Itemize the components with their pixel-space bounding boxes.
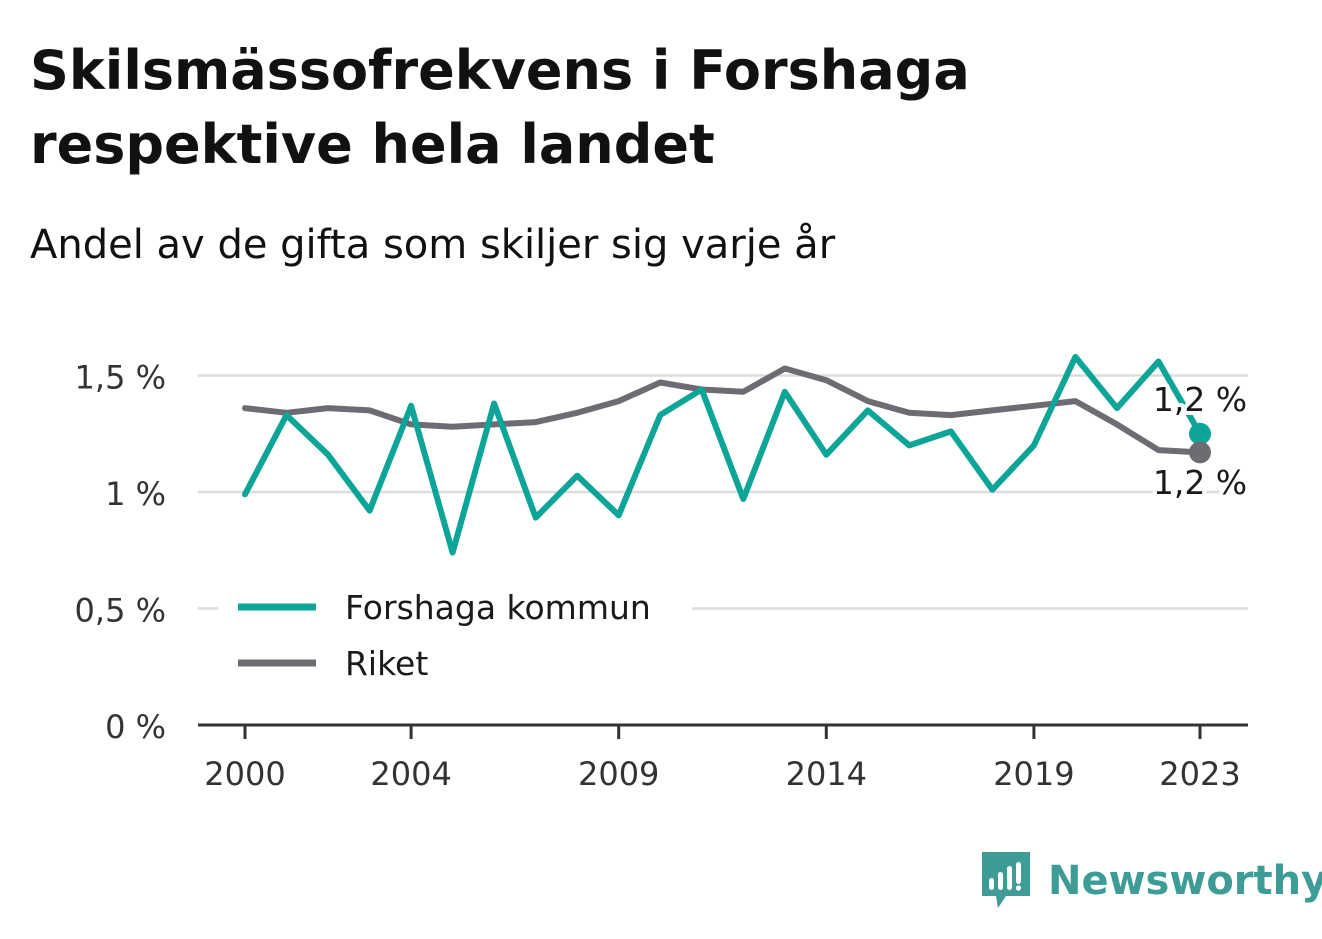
x-tick-label: 2014 [786, 755, 867, 793]
legend-background [218, 575, 692, 695]
y-tick-label: 1,5 % [75, 359, 166, 397]
legend-item-forshaga-label: Forshaga kommun [345, 588, 651, 627]
legend: Forshaga kommun Riket [218, 575, 692, 695]
series-lines [242, 353, 1211, 556]
end-label-riket: 1,2 % [1153, 463, 1247, 502]
x-axis: 2000 2004 2009 2014 2019 2023 [198, 723, 1248, 793]
end-marker-forshaga [1189, 422, 1211, 445]
gridlines: 0 % 0,5 % 1 % 1,5 % [75, 359, 1248, 746]
x-tick-label: 2019 [993, 755, 1074, 793]
series-line-forshaga [242, 353, 1203, 556]
y-tick-label: 1 % [105, 475, 166, 513]
x-tick-label: 2004 [370, 755, 451, 793]
chart-subtitle: Andel av de gifta som skiljer sig varje … [30, 222, 836, 268]
y-tick-label: 0,5 % [75, 592, 166, 630]
x-tick-label: 2000 [204, 755, 285, 793]
x-tick-label: 2009 [578, 755, 659, 793]
x-tick-label: 2023 [1159, 755, 1240, 793]
end-marker-riket [1189, 441, 1211, 464]
newsworthy-logo: Newsworthy [980, 850, 1322, 912]
end-labels: 1,2 % 1,2 % [1149, 376, 1251, 506]
y-tick-label: 0 % [105, 708, 166, 746]
chart-title: Skilsmässofrekvens i Forshaga respektive… [30, 39, 970, 176]
end-label-forshaga: 1,2 % [1153, 380, 1247, 419]
bar-chart-icon [982, 852, 1030, 908]
brand-name: Newsworthy [1048, 858, 1322, 904]
legend-item-riket-label: Riket [345, 644, 428, 683]
